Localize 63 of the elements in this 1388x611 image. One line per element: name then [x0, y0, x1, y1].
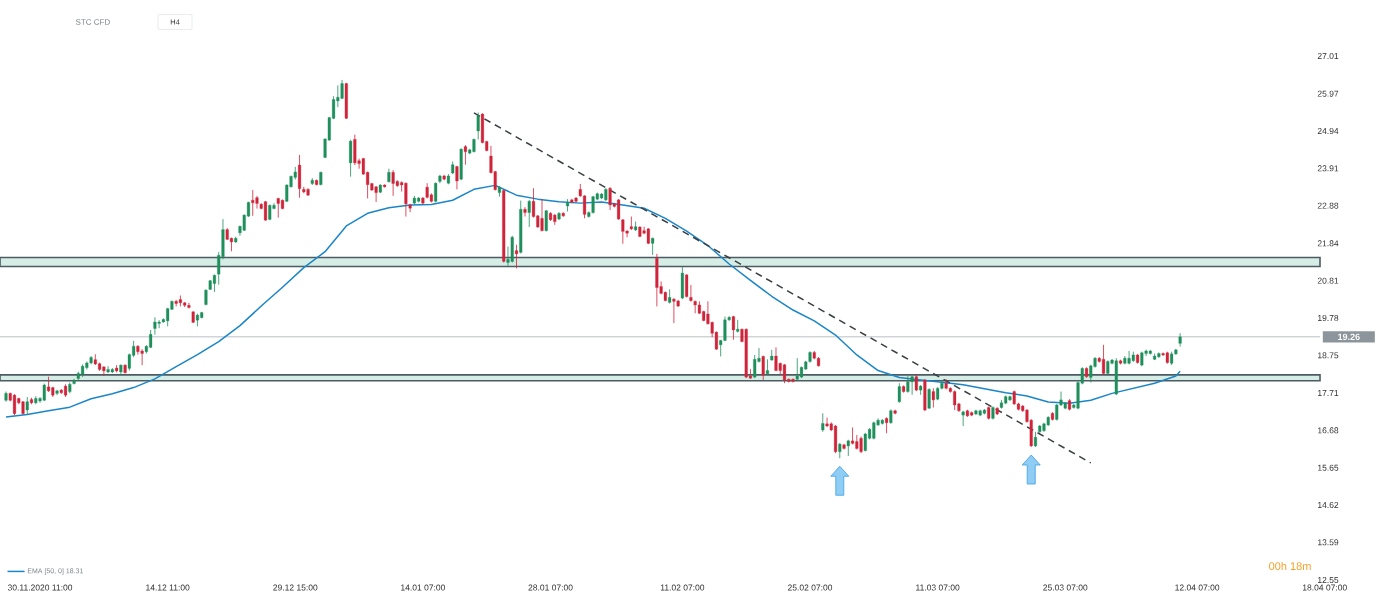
candlestick	[906, 375, 910, 394]
candlestick	[765, 358, 769, 376]
candlestick	[391, 169, 395, 197]
candlestick	[1127, 350, 1131, 365]
candlestick	[672, 297, 676, 324]
x-tick-label: 18.04 07:00	[1302, 584, 1347, 591]
candlestick	[608, 186, 612, 211]
x-tick-label: 11.03 07:00	[916, 584, 960, 591]
candlestick	[523, 206, 527, 217]
y-tick-label: 27.01	[1317, 53, 1339, 59]
x-tick-label: 14.12 11:00	[146, 584, 190, 591]
candlestick	[349, 139, 353, 178]
candlestick	[298, 154, 302, 199]
candlestick	[927, 387, 931, 410]
y-tick-label: 13.59	[1318, 539, 1339, 546]
y-tick-label: 23.91	[1317, 165, 1339, 172]
ref-line-label: 19.26	[1338, 333, 1360, 341]
x-tick-label: 28.01 07:00	[528, 584, 573, 591]
x-tick-label: 12.04 07:00	[1175, 584, 1220, 591]
x-tick-label: 25.03 07:00	[1043, 584, 1088, 591]
candlestick	[723, 316, 727, 342]
x-tick-label: 29.12 15:00	[273, 584, 318, 591]
y-tick-label: 18.75	[1318, 352, 1339, 359]
y-tick-label: 24.94	[1317, 128, 1339, 135]
candlestick	[1178, 332, 1182, 348]
candlestick	[782, 363, 787, 384]
candlestick	[404, 182, 408, 217]
candlestick	[251, 189, 255, 217]
candlestick	[157, 319, 161, 329]
candlestick	[353, 134, 357, 166]
x-tick-label: 14.01 07:00	[401, 584, 445, 591]
candlestick	[931, 387, 935, 408]
candlestick	[527, 199, 531, 228]
candlestick	[374, 185, 378, 203]
candlestick	[736, 319, 740, 333]
candlestick	[140, 348, 144, 366]
y-tick-label: 25.97	[1317, 90, 1339, 97]
x-tick-label: 11.02 07:00	[660, 584, 705, 591]
y-tick-label: 19.78	[1318, 315, 1339, 321]
candlestick	[540, 198, 544, 232]
y-tick-label: 17.71	[1318, 390, 1339, 396]
candlestick	[514, 244, 518, 269]
candlestick	[825, 417, 829, 428]
y-tick-label: 14.62	[1318, 501, 1339, 508]
candlestick	[255, 195, 259, 209]
x-tick-label: 25.02 07:00	[787, 584, 833, 591]
candlestick	[944, 378, 948, 390]
candlestick	[106, 365, 110, 374]
y-tick-label: 12.55	[1318, 577, 1339, 583]
y-tick-label: 15.65	[1318, 464, 1339, 471]
candlestick	[761, 355, 765, 381]
text: STC CFD	[75, 19, 110, 25]
annotation: 00h 18m	[1269, 561, 1311, 571]
candlestick	[821, 412, 825, 433]
y-tick-label: 22.88	[1317, 202, 1339, 209]
candlestick	[187, 302, 191, 309]
y-tick-label: 21.84	[1317, 240, 1339, 247]
y-tick-label: 20.81	[1317, 277, 1339, 284]
y-tick-label: 16.68	[1318, 427, 1339, 434]
candlestick	[476, 112, 480, 140]
candlestick	[897, 382, 901, 404]
candlestick	[463, 144, 467, 166]
x-tick-label: 30.11.2020 11:00	[7, 584, 73, 591]
